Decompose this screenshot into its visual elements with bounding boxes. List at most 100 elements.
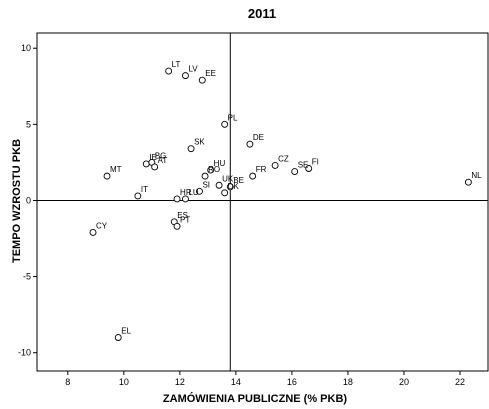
x-tick-label: 18	[343, 377, 353, 387]
y-tick-label: -5	[23, 272, 31, 282]
point-marker	[207, 166, 215, 174]
data-point-hr: HR	[173, 188, 192, 203]
point-label: CY	[96, 221, 108, 230]
point-label: AT	[158, 156, 168, 165]
point-label: UK	[222, 174, 234, 183]
point-label: PT	[180, 215, 190, 224]
x-tick-label: 22	[455, 377, 465, 387]
y-axis-title: TEMPO WZROSTU PKB	[11, 139, 23, 263]
point-label: BE	[233, 176, 244, 185]
y-tick-label: -10	[18, 348, 31, 358]
x-tick-label: 20	[399, 377, 409, 387]
data-point-be: BE	[226, 176, 244, 191]
data-point-ee: EE	[198, 69, 216, 84]
point-marker	[198, 76, 206, 84]
data-point-hu: HU	[207, 159, 226, 174]
point-label: FR	[256, 165, 267, 174]
data-point-uk: UK	[215, 174, 234, 189]
data-point-mt: MT	[103, 165, 122, 180]
data-point-ro: RO	[201, 165, 220, 180]
point-marker	[182, 195, 189, 203]
point-marker	[271, 162, 279, 169]
point-marker	[187, 145, 195, 153]
point-label: FI	[312, 158, 319, 167]
point-marker	[173, 195, 181, 203]
data-point-dk: DK	[221, 182, 240, 197]
data-point-el: EL	[114, 327, 132, 341]
x-tick-label: 16	[287, 377, 297, 387]
point-marker	[201, 172, 209, 180]
point-label: BG	[155, 151, 167, 160]
point-marker	[221, 189, 229, 197]
data-point-pl: PL	[221, 113, 238, 128]
data-point-lv: LV	[182, 65, 198, 80]
point-label: HU	[214, 159, 226, 168]
x-axis-title: ZAMÓWIENIA PUBLICZNE (% PKB)	[163, 392, 347, 405]
point-label: IE	[149, 153, 157, 162]
point-marker	[103, 172, 111, 180]
point-label: LV	[188, 65, 198, 74]
point-marker	[182, 72, 189, 80]
point-label: NL	[471, 171, 482, 180]
point-label: IT	[141, 185, 148, 194]
point-label: SI	[202, 180, 210, 189]
reference-lines	[37, 33, 488, 371]
point-label: LU	[188, 188, 198, 197]
point-marker	[226, 183, 234, 191]
point-marker	[221, 120, 229, 128]
data-point-sk: SK	[187, 138, 205, 153]
data-point-cy: CY	[89, 221, 108, 236]
data-point-lt: LT	[165, 60, 181, 75]
data-point-at: AT	[151, 156, 168, 171]
data-point-se: SE	[291, 161, 309, 175]
point-label: HR	[180, 188, 192, 197]
point-marker	[114, 334, 122, 341]
point-label: PL	[228, 113, 238, 122]
data-point-de: DE	[246, 133, 264, 148]
point-label: EE	[205, 69, 216, 78]
point-label: DE	[253, 133, 264, 142]
point-label: MT	[110, 165, 122, 174]
plot-area-frame	[36, 32, 489, 372]
point-label: DK	[228, 182, 240, 191]
point-label: SE	[298, 161, 309, 170]
point-marker	[291, 168, 299, 175]
point-marker	[151, 163, 159, 171]
data-point-lu: LU	[182, 188, 199, 203]
data-point-pt: PT	[173, 215, 190, 230]
point-label: ES	[177, 211, 188, 220]
x-tick-label: 14	[231, 377, 241, 387]
y-tick-label: 0	[26, 195, 31, 205]
data-point-si: SI	[196, 180, 210, 195]
x-tick-label: 12	[175, 377, 185, 387]
point-label: EL	[121, 327, 131, 336]
data-point-it: IT	[134, 185, 148, 200]
y-tick-label: 5	[26, 119, 31, 129]
x-tick-label: 8	[65, 377, 70, 387]
point-label: LT	[172, 60, 181, 69]
point-marker	[215, 181, 223, 189]
point-marker	[196, 187, 203, 195]
point-label: SK	[194, 138, 205, 147]
data-point-fr: FR	[249, 165, 267, 180]
chart-title: 2011	[248, 6, 276, 21]
point-marker	[305, 165, 313, 172]
y-tick-label: 10	[21, 43, 31, 53]
data-point-fi: FI	[305, 158, 319, 172]
point-marker	[165, 67, 173, 75]
data-point-cz: CZ	[271, 154, 289, 169]
point-marker	[134, 192, 142, 200]
point-label: RO	[208, 165, 220, 174]
x-tick-label: 10	[119, 377, 129, 387]
point-label: CZ	[278, 154, 289, 163]
data-point-nl: NL	[464, 171, 482, 186]
axis-ticks: 8 10 12 14 16 18 20 22 -10 -5 0 5 10	[18, 43, 465, 387]
point-marker	[173, 222, 181, 230]
point-marker	[249, 172, 257, 180]
point-marker	[246, 140, 254, 148]
point-marker	[464, 178, 472, 186]
point-marker	[89, 229, 97, 236]
